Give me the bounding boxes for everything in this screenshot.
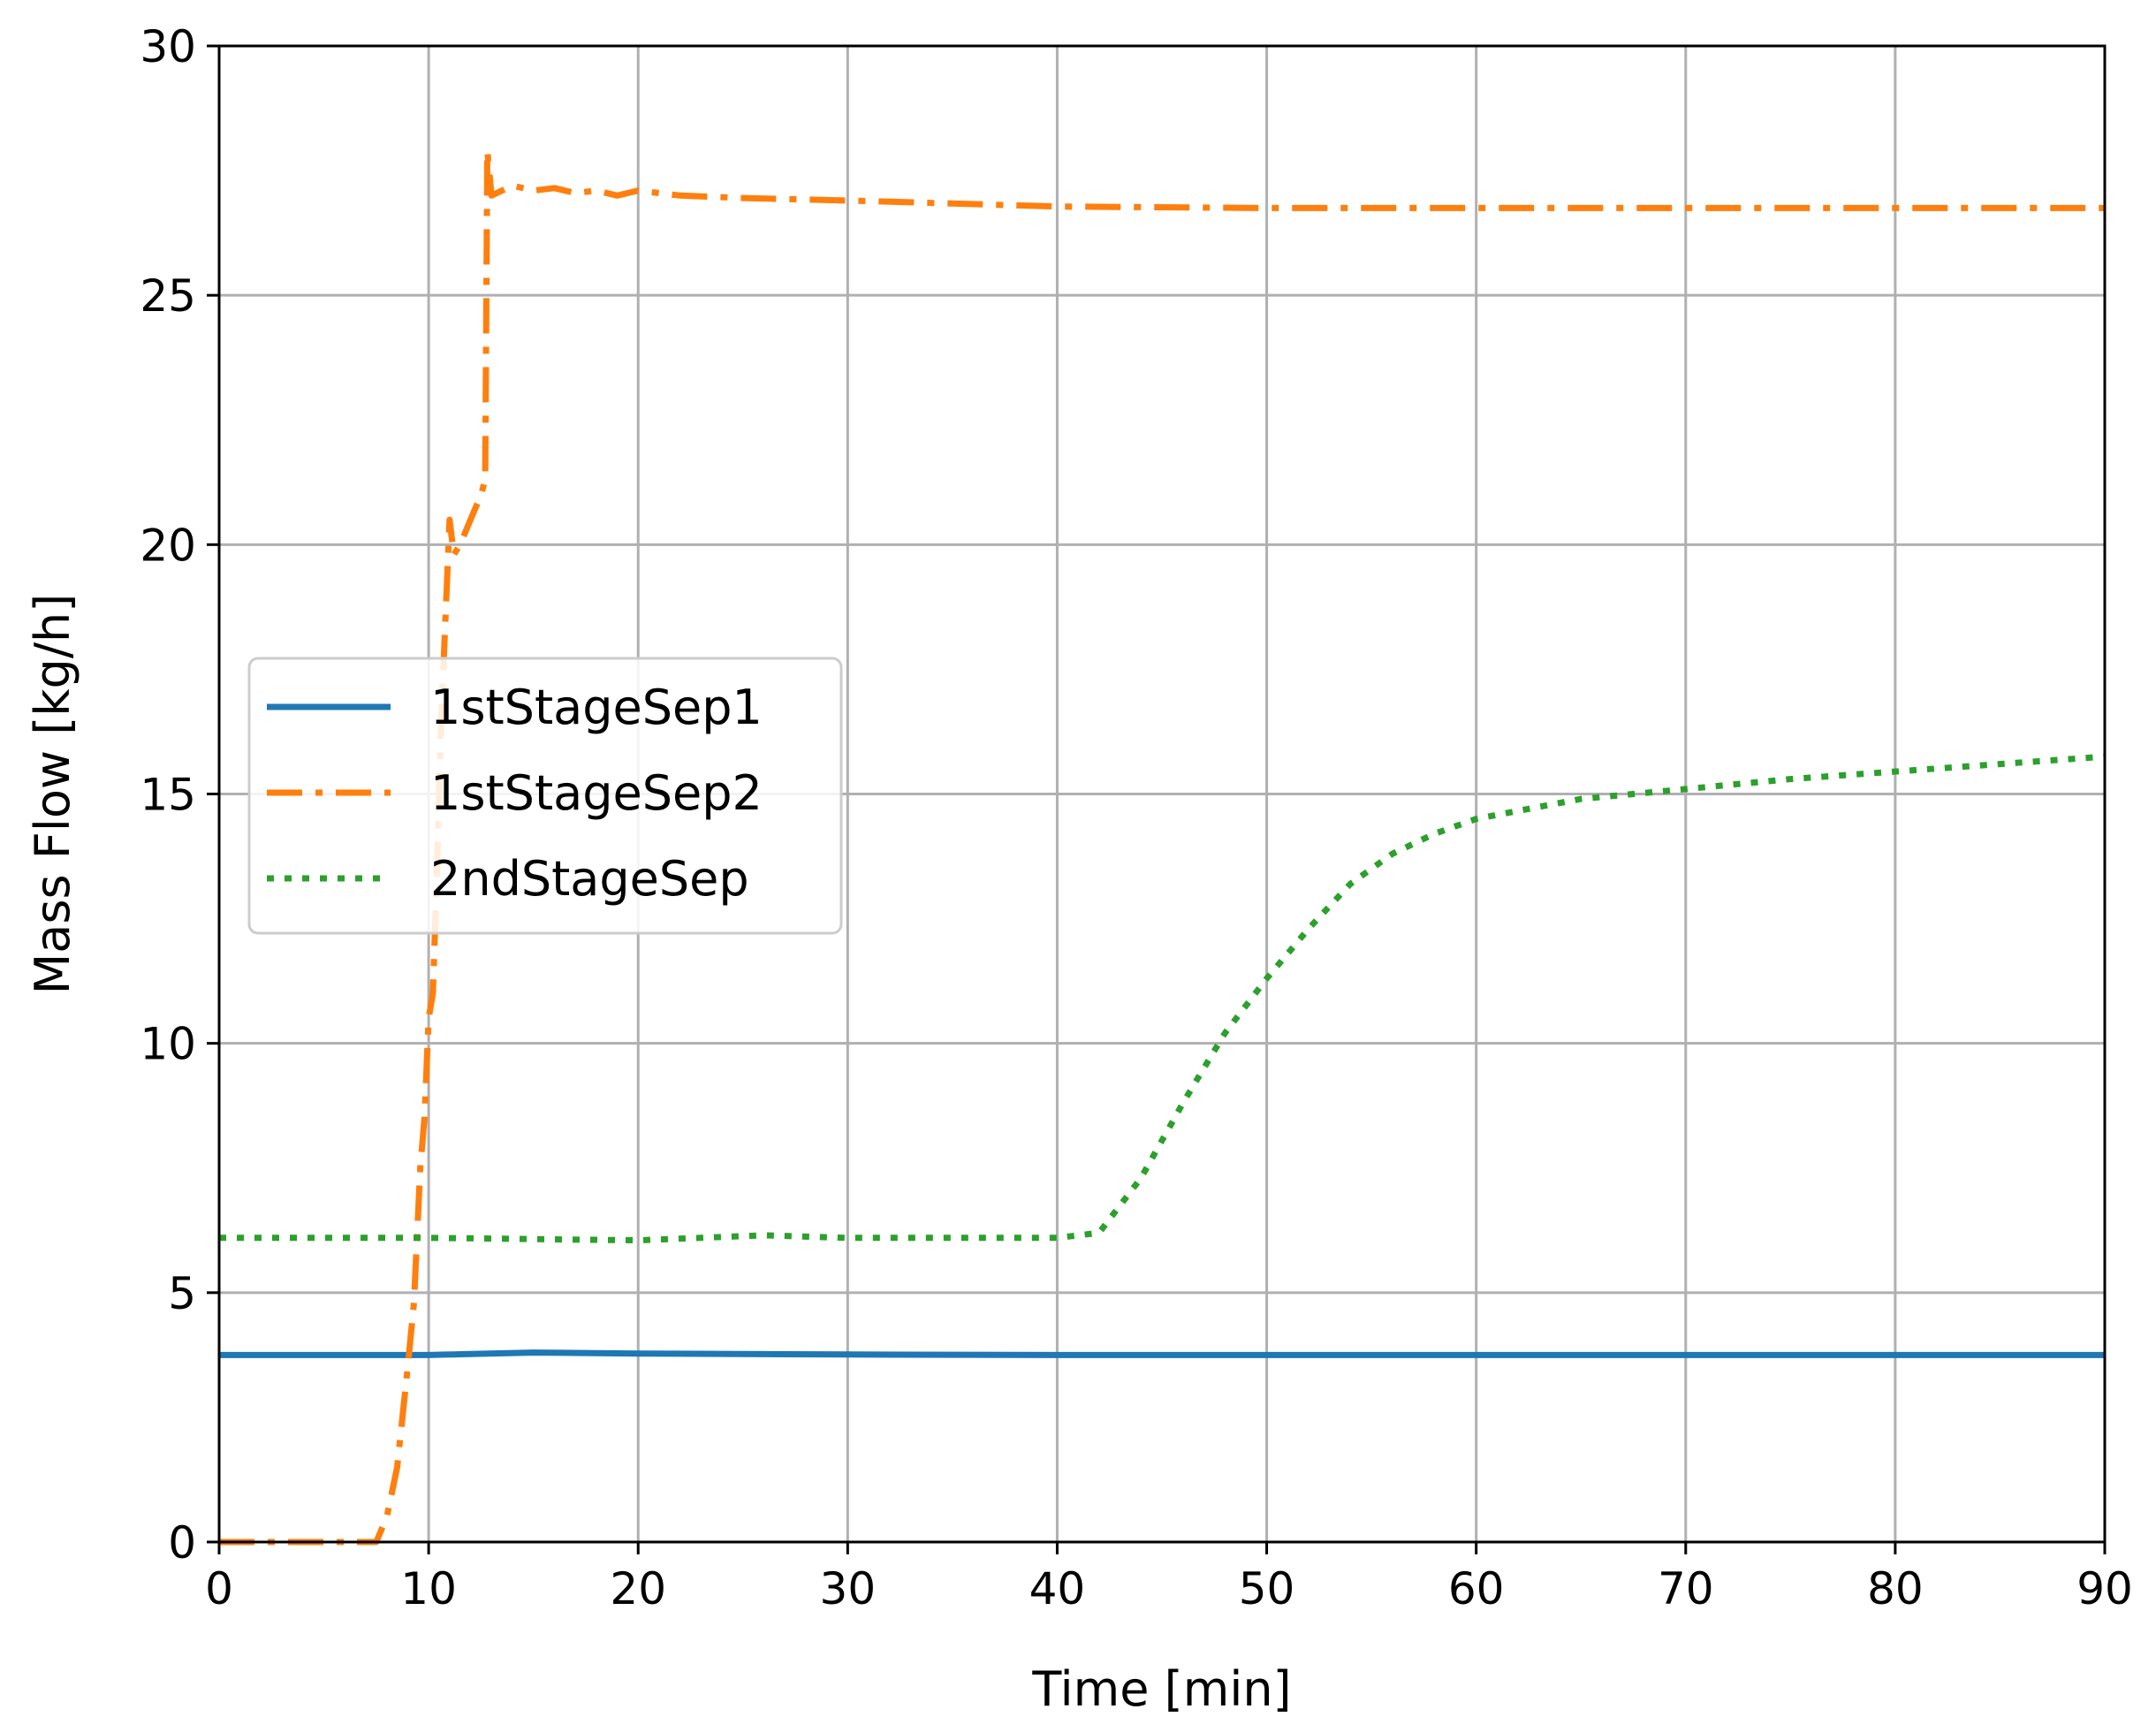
x-tick-label: 80: [1867, 1563, 1924, 1614]
x-tick-label: 0: [205, 1563, 233, 1614]
x-tick-label: 60: [1448, 1563, 1505, 1614]
legend-box: [247, 657, 843, 935]
x-tick-label: 50: [1239, 1563, 1295, 1614]
y-tick-label: 0: [168, 1517, 196, 1569]
legend-label: 1stStageSep1: [430, 680, 763, 735]
x-tick-label: 10: [400, 1563, 457, 1614]
series-line-1stStageSep1: [219, 1349, 2105, 1358]
legend: 1stStageSep1 1stStageSep2 2ndStageSep: [247, 657, 843, 935]
x-tick-label: 90: [2076, 1563, 2133, 1614]
legend-label: 1stStageSep2: [430, 765, 763, 821]
series-line-1stStageSep2: [219, 148, 2105, 1546]
x-tick-label: 20: [610, 1563, 666, 1614]
y-tick-label: 30: [140, 21, 196, 72]
y-tick-label: 5: [168, 1268, 196, 1319]
axis-ticks: 0 10 20 30 40 50 60 70 80 90 0 5 10 15 20 25 30: [140, 21, 2132, 1614]
y-tick-label: 20: [140, 520, 196, 571]
legend-label: 2ndStageSep: [430, 851, 749, 907]
y-tick-label: 15: [140, 770, 196, 821]
x-tick-label: 30: [820, 1563, 877, 1614]
plot-series: [219, 148, 2106, 1546]
x-axis-label: Time [min]: [1031, 1661, 1291, 1717]
x-tick-label: 40: [1029, 1563, 1086, 1614]
y-axis-label: Mass Flow [kg/h]: [25, 594, 80, 995]
series-line-2ndStageSep: [219, 753, 2106, 1244]
y-tick-label: 25: [140, 270, 196, 322]
x-tick-label: 70: [1658, 1563, 1714, 1614]
y-tick-label: 10: [140, 1019, 196, 1070]
